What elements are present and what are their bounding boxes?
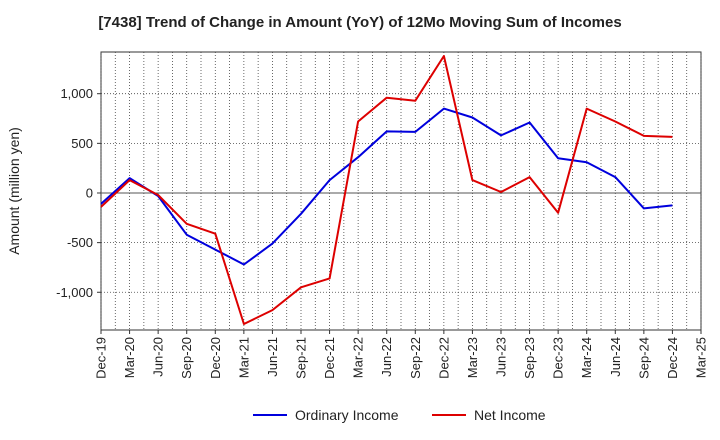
x-axis-ticks: Dec-19 Mar-20 Jun-20 Sep-20 Dec-20 Mar-21 Jun-… (94, 330, 709, 379)
x-tick-label: Jun-21 (265, 337, 280, 377)
x-tick-label: Sep-23 (522, 337, 537, 379)
x-tick-label: Mar-20 (122, 337, 137, 378)
y-tick-label: 1,000 (60, 86, 93, 101)
x-tick-label: Dec-19 (94, 337, 109, 379)
y-axis-title: Amount (million yen) (6, 127, 22, 255)
x-tick-label: Dec-21 (322, 337, 337, 379)
x-tick-label: Sep-24 (636, 337, 651, 379)
net-income-line (100, 55, 673, 325)
x-tick-label: Jun-23 (494, 337, 509, 377)
legend-label: Net Income (474, 407, 546, 423)
ordinary-income-line (100, 107, 673, 266)
x-tick-label: Mar-23 (465, 337, 480, 378)
x-tick-label: Jun-20 (151, 337, 166, 377)
y-tick-label: 0 (86, 185, 93, 200)
chart-title: [7438] Trend of Change in Amount (YoY) o… (98, 14, 622, 31)
x-tick-label: Sep-20 (179, 337, 194, 379)
x-tick-label: Dec-23 (551, 337, 566, 379)
x-tick-label: Mar-24 (579, 337, 594, 378)
y-tick-label: -1,000 (56, 285, 93, 300)
x-tick-label: Dec-24 (665, 337, 680, 379)
x-tick-label: Mar-22 (351, 337, 366, 378)
legend: Ordinary Income Net Income (253, 407, 546, 423)
x-tick-label: Jun-24 (608, 337, 623, 377)
y-tick-label: -500 (67, 235, 93, 250)
x-tick-label: Mar-21 (236, 337, 251, 378)
y-tick-label: 500 (71, 136, 93, 151)
x-tick-label: Jun-22 (379, 337, 394, 377)
y-axis-ticks: 1,000 500 0 -500 -1,000 (56, 86, 101, 300)
grid-lines (100, 52, 702, 330)
series-lines (100, 55, 673, 325)
legend-label: Ordinary Income (295, 407, 399, 423)
x-tick-label: Dec-22 (436, 337, 451, 379)
x-tick-label: Sep-21 (294, 337, 309, 379)
x-tick-label: Sep-22 (408, 337, 423, 379)
x-tick-label: Mar-25 (694, 337, 709, 378)
x-tick-label: Dec-20 (208, 337, 223, 379)
